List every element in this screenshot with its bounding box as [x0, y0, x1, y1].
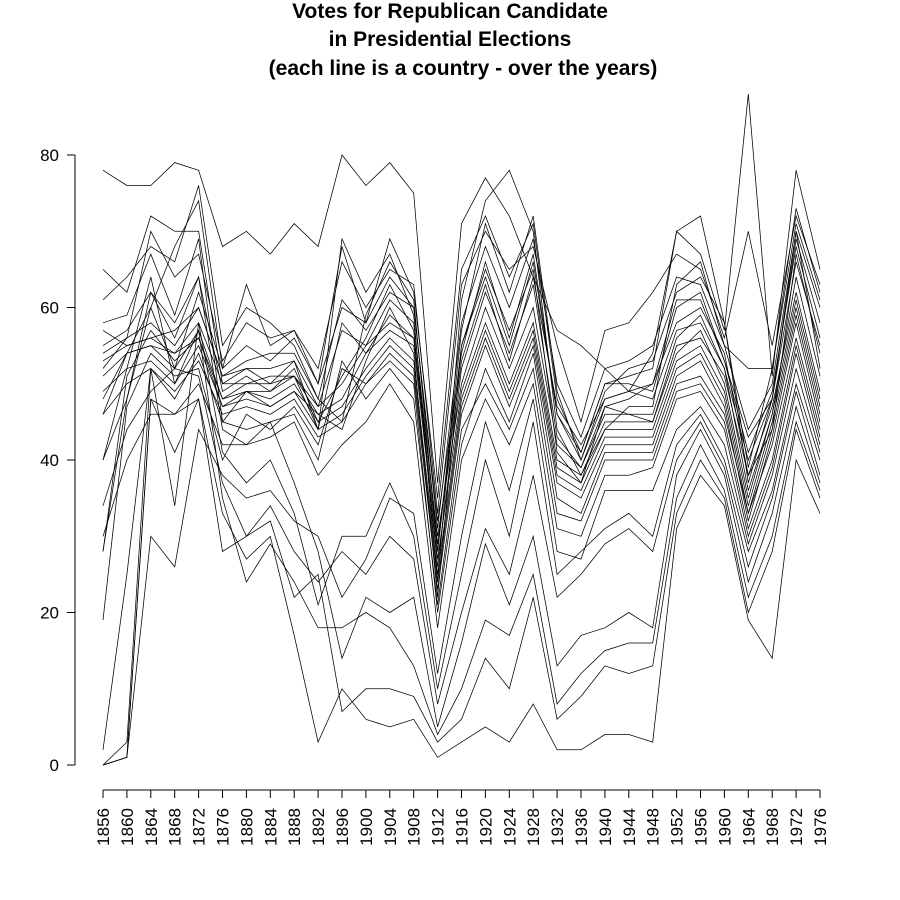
- x-tick-label: 1900: [357, 808, 376, 846]
- x-tick-label: 1948: [644, 808, 663, 846]
- x-tick-label: 1908: [405, 808, 424, 846]
- series-line-5: [102, 275, 821, 567]
- x-tick-label: 1952: [668, 808, 687, 846]
- x-tick-label: 1976: [811, 808, 830, 846]
- x-tick-label: 1924: [500, 808, 519, 846]
- x-tick-label: 1892: [309, 808, 328, 846]
- x-tick-label: 1904: [381, 808, 400, 846]
- y-tick-label: 20: [40, 604, 59, 623]
- chart-title-line-2: in Presidential Elections: [329, 28, 572, 51]
- x-tick-label: 1972: [787, 808, 806, 846]
- series-line-17: [102, 322, 821, 766]
- chart-title: Votes for Republican Candidate in Presid…: [269, 0, 658, 80]
- series-line-14: [102, 345, 821, 750]
- series-line-23: [102, 93, 821, 499]
- x-tick-label: 1860: [118, 808, 137, 846]
- series-line-3: [102, 185, 821, 552]
- x-tick-label: 1944: [620, 808, 639, 846]
- x-tick-label: 1884: [261, 808, 280, 846]
- series-line-12: [102, 261, 821, 552]
- x-tick-label: 1864: [142, 808, 161, 846]
- x-tick-label: 1912: [429, 808, 448, 846]
- x-tick-label: 1920: [476, 808, 495, 846]
- x-tick-label: 1896: [333, 808, 352, 846]
- x-tick-label: 1928: [524, 808, 543, 846]
- x-tick-label: 1932: [548, 808, 567, 846]
- x-tick-label: 1868: [166, 808, 185, 846]
- series-line-24: [102, 214, 821, 514]
- x-tick-label: 1888: [285, 808, 304, 846]
- x-tick-label: 1968: [763, 808, 782, 846]
- x-tick-label: 1956: [692, 808, 711, 846]
- series-line-15: [102, 353, 821, 766]
- series-line-1: [102, 154, 821, 483]
- series-line-10: [102, 322, 821, 590]
- x-tick-label: 1964: [739, 808, 758, 846]
- series-line-22: [102, 398, 821, 758]
- y-tick-label: 60: [40, 299, 59, 318]
- series-line-7: [102, 299, 821, 560]
- series-line-16: [102, 368, 821, 766]
- x-axis: 1856 1860 1864 1868 1872 1876 1880 1884 1888 1892…: [94, 789, 830, 846]
- chart-title-line-3: (each line is a country - over the years…: [269, 57, 658, 80]
- series-lines: [102, 93, 821, 766]
- x-tick-label: 1960: [715, 808, 734, 846]
- y-axis: 0 20 40 60 80: [40, 146, 76, 775]
- series-line-25: [102, 223, 821, 529]
- series-line-13: [102, 337, 821, 621]
- series-line-26: [102, 238, 821, 552]
- chart-title-line-1: Votes for Republican Candidate: [292, 0, 608, 23]
- x-tick-label: 1916: [453, 808, 472, 846]
- series-line-18: [102, 391, 821, 766]
- y-tick-label: 40: [40, 451, 59, 470]
- series-line-20: [102, 276, 821, 736]
- x-tick-label: 1856: [94, 808, 113, 846]
- x-tick-label: 1876: [214, 808, 233, 846]
- x-tick-label: 1880: [237, 808, 256, 846]
- series-line-19: [102, 275, 821, 728]
- x-tick-label: 1936: [572, 808, 591, 846]
- y-tick-label: 80: [40, 146, 59, 165]
- x-tick-label: 1940: [596, 808, 615, 846]
- x-tick-label: 1872: [190, 808, 209, 846]
- y-tick-label: 0: [50, 756, 59, 775]
- series-line-21: [102, 368, 821, 743]
